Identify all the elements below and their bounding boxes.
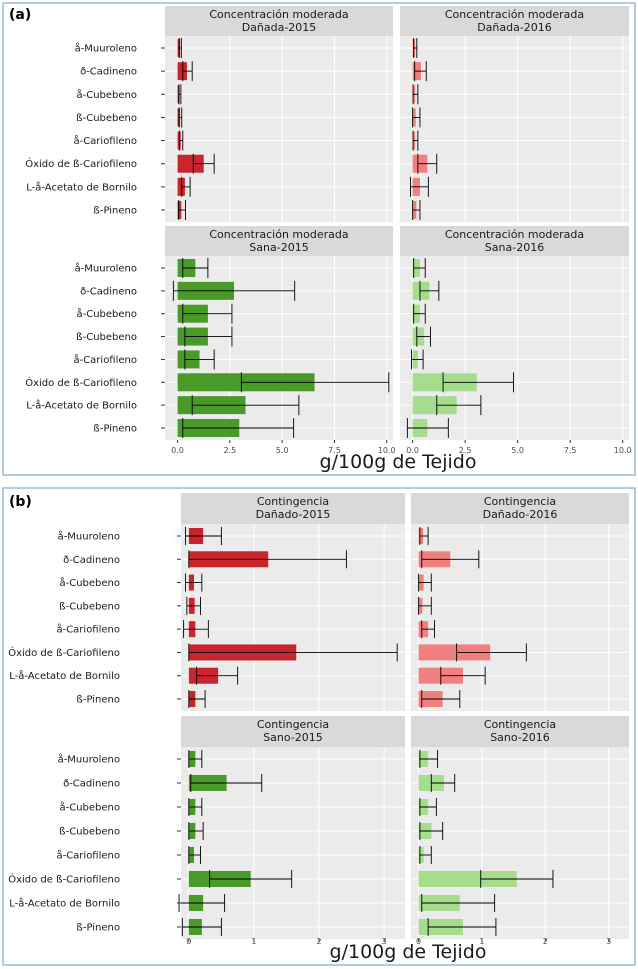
- facet-strip-line1: Concentración moderada: [209, 228, 348, 241]
- x-axis-title-b: g/100g de Tejido: [330, 941, 487, 963]
- bar: [412, 396, 457, 415]
- bar: [418, 644, 491, 661]
- facet-strip-line1: Contingencia: [484, 718, 556, 731]
- facet-strip: [400, 6, 629, 36]
- category-label: L-å-Acetato de Bornilo: [9, 897, 120, 910]
- x-tick-label: 0.0: [406, 446, 419, 455]
- facet-strip-line2: Dañada-2016: [477, 21, 552, 34]
- facet-strip-line1: Contingencia: [484, 495, 556, 508]
- category-label: å-Muuroleno: [75, 42, 137, 55]
- category-label: ß-Cubebeno: [76, 113, 137, 124]
- bar: [177, 62, 187, 81]
- facet-strip: [181, 493, 405, 524]
- category-label: L-å-Acetato de Bornilo: [26, 399, 137, 412]
- x-tick-label: 2.5: [459, 446, 472, 455]
- x-tick-label: 5.0: [276, 446, 289, 455]
- category-label: ß-Cubebeno: [59, 601, 120, 612]
- x-tick-label: 10.0: [614, 446, 632, 455]
- panel-letter-b: (b): [9, 494, 32, 510]
- category-label: ß-Pineno: [76, 695, 120, 706]
- facet-strip-line2: Sano-2015: [263, 731, 323, 744]
- category-label: ð-Cadineno: [80, 286, 137, 297]
- category-label: å-Cubebeno: [76, 88, 137, 101]
- facet-panel-background: [165, 36, 393, 222]
- category-label: å-Cariofileno: [73, 134, 137, 147]
- category-label: å-Cubebeno: [59, 801, 120, 814]
- category-label: L-å-Acetato de Bornilo: [26, 180, 137, 193]
- x-tick-label: 5.0: [511, 446, 524, 455]
- facet-strip-line2: Sana-2016: [485, 241, 544, 254]
- x-tick-label: 1: [251, 937, 256, 946]
- facet-strip: [400, 226, 629, 256]
- x-tick-label: 2: [316, 937, 321, 946]
- x-tick-label: 3: [382, 937, 387, 946]
- x-axis-title-a: g/100g de Tejido: [320, 451, 477, 473]
- facet-strip-line2: Sano-2016: [490, 731, 550, 744]
- category-label: ð-Cadineno: [63, 779, 120, 790]
- category-label: ð-Cadineno: [80, 67, 137, 78]
- facet-strip: [411, 716, 629, 747]
- facet-strip-line2: Dañada-2015: [242, 21, 317, 34]
- facet-strip: [181, 716, 405, 747]
- category-label: ß-Pineno: [93, 424, 137, 435]
- x-tick-label: 7.5: [328, 446, 341, 455]
- category-label: Óxido de ß-Cariofileno: [25, 157, 137, 170]
- category-label: å-Cariofileno: [56, 849, 120, 862]
- panel-letter-a: (a): [9, 7, 31, 23]
- x-tick-label: 7.5: [564, 446, 577, 455]
- x-tick-label: 2: [543, 937, 548, 946]
- category-label: å-Muuroleno: [58, 753, 120, 766]
- category-label: å-Cariofileno: [56, 623, 120, 636]
- x-tick-label: 1: [479, 937, 484, 946]
- bar: [418, 871, 517, 887]
- x-tick-label: 2.5: [223, 446, 236, 455]
- x-tick-label: 10.0: [378, 446, 396, 455]
- x-tick-label: 0.0: [171, 446, 184, 455]
- category-label: å-Cubebeno: [76, 307, 137, 320]
- category-label: L-å-Acetato de Bornilo: [9, 669, 120, 682]
- facet-strip-line2: Dañado-2016: [483, 508, 558, 521]
- category-label: Óxido de ß-Cariofileno: [8, 873, 120, 886]
- category-label: ß-Pineno: [93, 206, 137, 217]
- facet-strip: [165, 226, 393, 256]
- category-label: å-Cubebeno: [59, 576, 120, 589]
- category-label: Óxido de ß-Cariofileno: [25, 376, 137, 389]
- x-tick-label: 0: [186, 937, 191, 946]
- facet-strip-line1: Contingencia: [257, 495, 329, 508]
- category-label: Óxido de ß-Cariofileno: [8, 646, 120, 659]
- category-label: å-Muuroleno: [75, 262, 137, 275]
- facet-strip-line1: Concentración moderada: [445, 8, 584, 21]
- category-label: ß-Pineno: [76, 923, 120, 934]
- category-label: å-Muuroleno: [58, 530, 120, 543]
- facet-strip-line2: Dañado-2015: [256, 508, 331, 521]
- category-label: å-Cariofileno: [73, 353, 137, 366]
- category-label: ð-Cadineno: [63, 555, 120, 566]
- facet-strip: [411, 493, 629, 524]
- facet-strip: [165, 6, 393, 36]
- x-tick-label: 3: [606, 937, 611, 946]
- facet-panel-background: [400, 36, 629, 222]
- category-label: ß-Cubebeno: [76, 332, 137, 343]
- facet-strip-line1: Contingencia: [257, 718, 329, 731]
- bar: [177, 154, 204, 173]
- facet-strip-line2: Sana-2015: [249, 241, 308, 254]
- figure-a-border: [2, 2, 636, 476]
- facet-strip-line1: Concentración moderada: [209, 8, 348, 21]
- x-tick-label: 0: [416, 937, 421, 946]
- bar: [177, 177, 185, 196]
- facet-strip-line1: Concentración moderada: [445, 228, 584, 241]
- category-label: ß-Cubebeno: [59, 827, 120, 838]
- figure-b-border: [2, 487, 636, 966]
